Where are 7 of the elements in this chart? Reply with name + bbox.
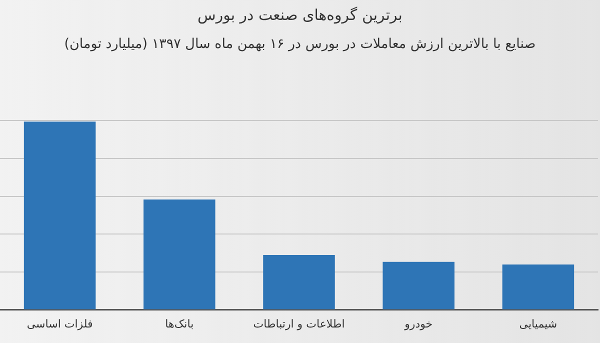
x-tick-label: بانک‌ها: [165, 317, 194, 330]
x-tick-label: فلزات اساسی: [26, 317, 93, 330]
chart-title: برترین گروه‌های صنعت در بورس: [196, 6, 404, 24]
x-tick-label: خودرو: [404, 317, 433, 330]
chart-subtitle: صنایع با بالاترین ارزش معاملات در بورس در ۱۶ بهمن ماه سال ۱۳۹۷ (میلیارد تومان): [63, 36, 537, 52]
x-tick-label: اطلاعات و ارتباطات: [253, 317, 345, 330]
x-tick-label: شیمیایی: [519, 317, 558, 330]
